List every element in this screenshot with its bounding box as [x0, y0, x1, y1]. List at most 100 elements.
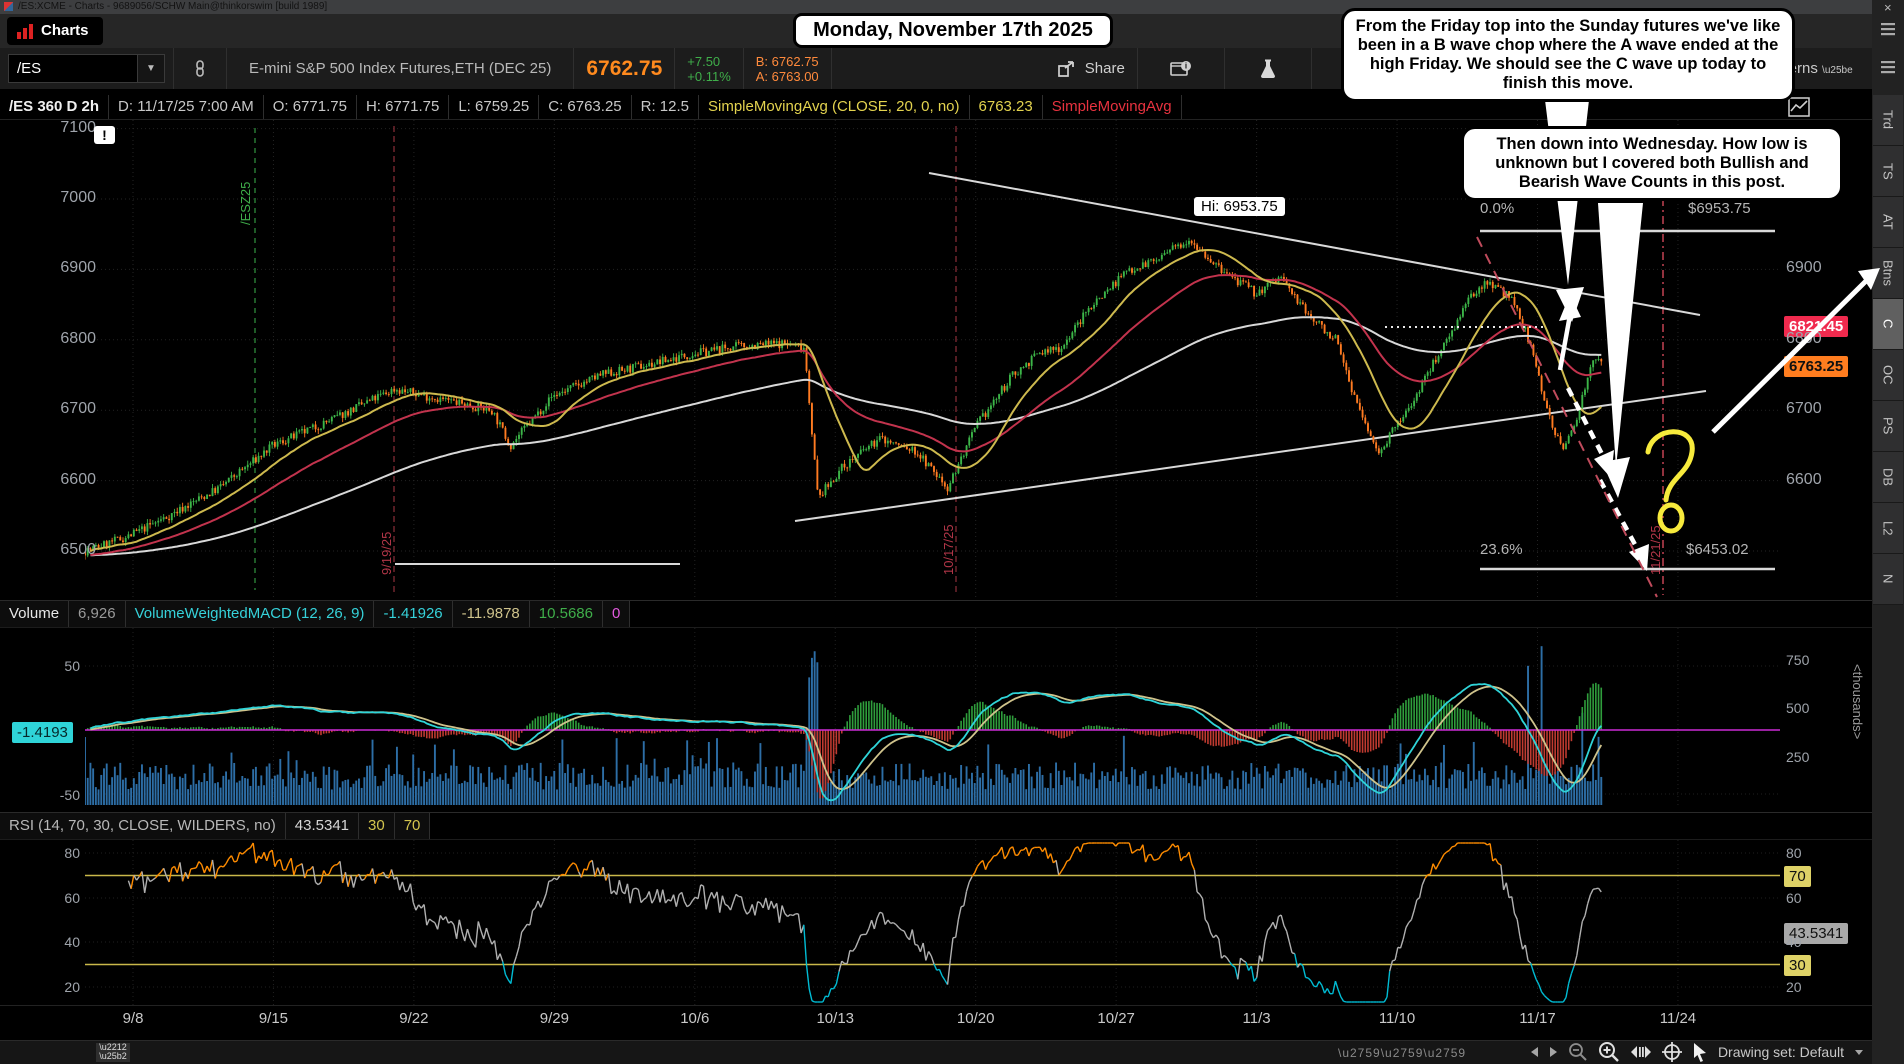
last-price-cell: 6762.75 — [574, 48, 676, 89]
close-icon[interactable]: × — [1884, 0, 1892, 15]
drawing-set-caret-icon[interactable] — [1854, 1049, 1864, 1056]
drawing-set-label[interactable]: Drawing set: Default — [1717, 1044, 1844, 1060]
rsi-cell-1: 43.5341 — [285, 813, 360, 839]
vol-tick-r-750: 750 — [1786, 651, 1810, 668]
sidebar-tab-label: AT — [1880, 214, 1896, 230]
ohlc-cell-3: H: 6771.75 — [357, 95, 450, 119]
sidebar-tab-trd[interactable]: Trd — [1873, 95, 1903, 146]
fib-236-value-label: $6453.02 — [1686, 541, 1749, 558]
sidebar-tab-label: Trd — [1880, 110, 1896, 130]
sidebar-tab-c[interactable]: C — [1873, 299, 1903, 350]
svg-text:9/19/25: 9/19/25 — [379, 532, 394, 575]
ask: A: 6763.00 — [755, 68, 819, 84]
ohlc-cell-2: O: 6771.75 — [264, 95, 357, 119]
pct-change: +0.11% — [687, 68, 731, 84]
link-charts-icon[interactable] — [173, 48, 227, 89]
symbol-input[interactable]: /ES — [8, 54, 137, 83]
date-banner[interactable]: Monday, November 17th 2025 — [793, 13, 1113, 48]
zoom-out-icon[interactable] — [1568, 1042, 1588, 1062]
price-tick-r-6800: 6800 — [1786, 329, 1822, 347]
ohlc-cell-5: C: 6763.25 — [539, 95, 632, 119]
bid: B: 6762.75 — [755, 53, 819, 69]
rsi-tick-20: 20 — [64, 979, 80, 995]
analyze-button[interactable] — [1225, 48, 1312, 89]
rsi-value-bubble: 43.5341 — [1784, 923, 1849, 944]
sidebar-tab-db[interactable]: DB — [1873, 452, 1903, 503]
time-axis[interactable] — [0, 1005, 1872, 1041]
volume-unit-label: <thousands> — [1850, 664, 1865, 740]
last-price: 6762.75 — [586, 56, 663, 80]
alert-bubble-icon[interactable]: ! — [94, 126, 115, 144]
date-tick-9-29: 9/29 — [539, 1010, 569, 1027]
date-tick-11-17: 11/17 — [1519, 1010, 1556, 1027]
scroll-right-icon[interactable] — [1549, 1046, 1558, 1058]
rsi-header: RSI (14, 70, 30, CLOSE, WILDERS, no) 43.5… — [0, 812, 1872, 840]
vol-cell-2: VolumeWeightedMACD (12, 26, 9) — [125, 601, 375, 627]
zoom-in-icon[interactable] — [1598, 1041, 1620, 1063]
change-cell: +7.50 +0.11% — [675, 48, 744, 89]
price-tick-r-6900: 6900 — [1786, 259, 1822, 277]
sidebar-tab-ps[interactable]: PS — [1873, 401, 1903, 452]
symbol-dropdown-caret-icon[interactable]: ▼ — [137, 54, 165, 83]
time-scrollbar-handle[interactable]: \u2759\u2759\u2759 — [1338, 1046, 1467, 1060]
tab-charts[interactable]: Charts — [7, 17, 103, 45]
rsi-tick-60: 60 — [64, 889, 80, 906]
vol-cell-4: -11.9878 — [452, 601, 530, 627]
rsi-cell-3: 70 — [394, 813, 431, 839]
lower-trendline — [794, 390, 1707, 522]
ohlc-cell-7: SimpleMovingAvg (CLOSE, 20, 0, no) — [699, 95, 970, 119]
status-bar — [0, 1040, 1904, 1064]
sidebar-tab-btns[interactable]: Btns — [1873, 248, 1903, 299]
scroll-left-icon[interactable] — [1530, 1046, 1539, 1058]
sidebar-tab-l2[interactable]: L2 — [1873, 503, 1903, 554]
sidebar-tab-label: N — [1880, 574, 1896, 584]
vol-tick-r-500: 500 — [1786, 700, 1810, 717]
chart-style-icon[interactable] — [1788, 97, 1810, 117]
vol-cell-5: 10.5686 — [529, 601, 603, 627]
vol-cell-6: 0 — [603, 601, 631, 627]
date-tick-10-27: 10/27 — [1097, 1010, 1135, 1027]
price-tick-7000: 7000 — [60, 189, 96, 206]
rsi-30-bubble: 30 — [1784, 955, 1811, 976]
date-tick-9-22: 9/22 — [399, 1010, 429, 1027]
sidebar-tab-label: Btns — [1880, 259, 1896, 286]
sidebar-tab-oc[interactable]: OC — [1873, 350, 1903, 401]
sidebar-tab-n[interactable]: N — [1873, 554, 1903, 605]
rsi-tick-r-20: 20 — [1786, 979, 1802, 995]
macd-value-bubble: -1.4193 — [12, 722, 73, 743]
rsi-canvas[interactable] — [85, 840, 1780, 1005]
ohlc-cell-8: 6763.23 — [970, 95, 1043, 119]
rail-menu2-icon[interactable] — [1880, 60, 1896, 74]
price-tick-r-6700: 6700 — [1786, 400, 1822, 418]
share-button[interactable]: Share — [1045, 48, 1138, 89]
svg-text:i: i — [1185, 61, 1187, 70]
date-tick-10-6: 10/6 — [680, 1010, 710, 1027]
header-spacer — [832, 48, 1045, 89]
date-tick-10-13: 10/13 — [816, 1010, 855, 1027]
callout-wave-analysis[interactable]: From the Friday top into the Sunday futu… — [1341, 8, 1795, 102]
svg-text:10/17/25: 10/17/25 — [941, 524, 956, 575]
crosshair-icon[interactable] — [1661, 1042, 1682, 1062]
price-tick-7100: 7100 — [60, 118, 96, 136]
rsi-tick-r-60: 60 — [1786, 889, 1802, 906]
price-tick-6500: 6500 — [60, 541, 96, 558]
ohlc-cell-0: /ES 360 D 2h — [0, 95, 110, 119]
svg-text:11/21/25: 11/21/25 — [1648, 525, 1663, 575]
sidebar-tab-label: DB — [1880, 467, 1896, 487]
callout-wednesday-outlook[interactable]: Then down into Wednesday. How low is unk… — [1461, 126, 1843, 201]
panel-expand-button[interactable]: \u2212 \u25b2 — [96, 1043, 130, 1062]
volume-macd-canvas[interactable] — [85, 628, 1780, 805]
ohlc-cell-6: R: 12.5 — [632, 95, 699, 119]
sidebar-tab-at[interactable]: AT — [1873, 197, 1903, 248]
share-icon — [1057, 60, 1074, 77]
sidebar-tab-ts[interactable]: TS — [1873, 146, 1903, 197]
rsi-tick-80: 80 — [64, 844, 80, 861]
symbol-description: E-mini S&P 500 Index Futures,ETH (DEC 25… — [227, 48, 575, 89]
rail-menu-icon[interactable] — [1880, 22, 1896, 36]
cursor-icon[interactable] — [1692, 1042, 1708, 1062]
chart-describe-button[interactable]: i — [1138, 48, 1225, 89]
net-change: +7.50 — [687, 53, 721, 69]
flask-icon — [1260, 59, 1275, 78]
auto-scale-icon[interactable] — [1630, 1045, 1652, 1059]
date-tick-11-10: 11/10 — [1378, 1010, 1416, 1027]
